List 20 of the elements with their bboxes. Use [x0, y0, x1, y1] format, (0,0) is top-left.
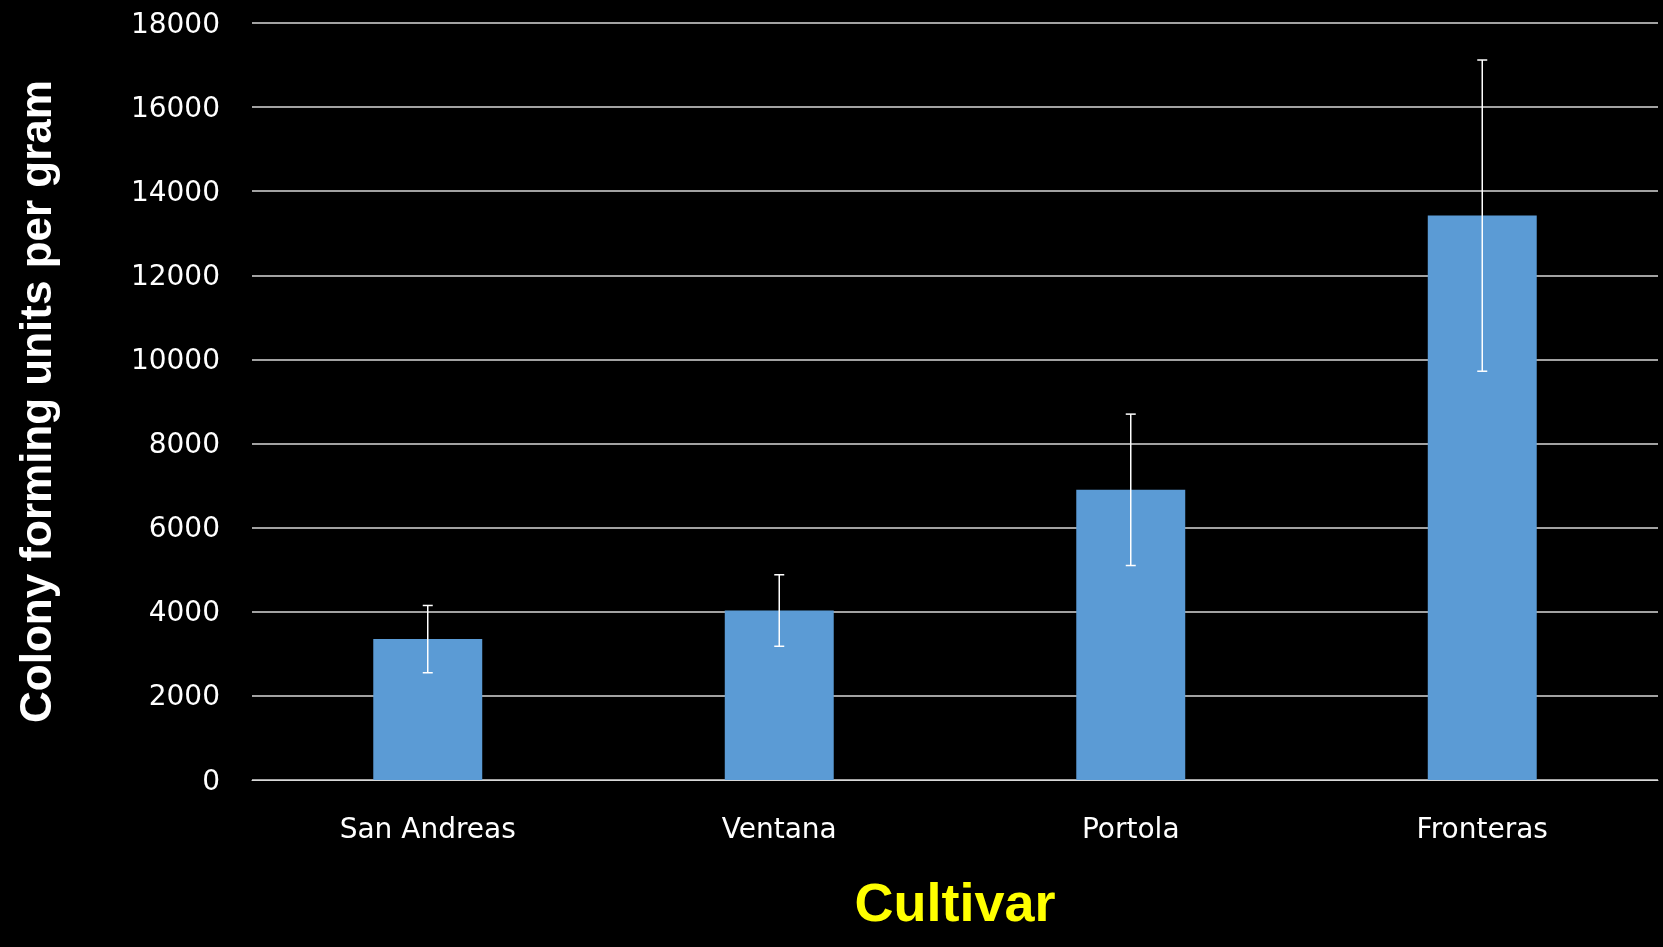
y-tick-label: 12000: [130, 258, 220, 292]
x-tick-label: Portola: [1081, 811, 1180, 845]
y-tick-label: 8000: [148, 427, 220, 461]
x-tick-label: Fronteras: [1416, 811, 1548, 845]
y-tick-label: 0: [202, 763, 220, 797]
x-tick-label: San Andreas: [339, 811, 516, 845]
bar: [1427, 215, 1537, 780]
x-axis-title: Cultivar: [854, 872, 1056, 932]
y-tick-label: 4000: [148, 595, 220, 629]
y-tick-label: 2000: [148, 679, 220, 713]
bar: [1076, 489, 1186, 780]
y-tick-label: 14000: [130, 174, 220, 208]
y-axis-title: Colony forming units per gram: [10, 80, 60, 723]
x-tick-label: Ventana: [721, 811, 837, 845]
bar: [724, 610, 834, 780]
y-tick-label: 18000: [130, 6, 220, 40]
y-tick-label: 6000: [148, 511, 220, 545]
y-tick-label: 16000: [130, 90, 220, 124]
bar: [373, 639, 483, 780]
y-tick-label: 10000: [130, 342, 220, 376]
